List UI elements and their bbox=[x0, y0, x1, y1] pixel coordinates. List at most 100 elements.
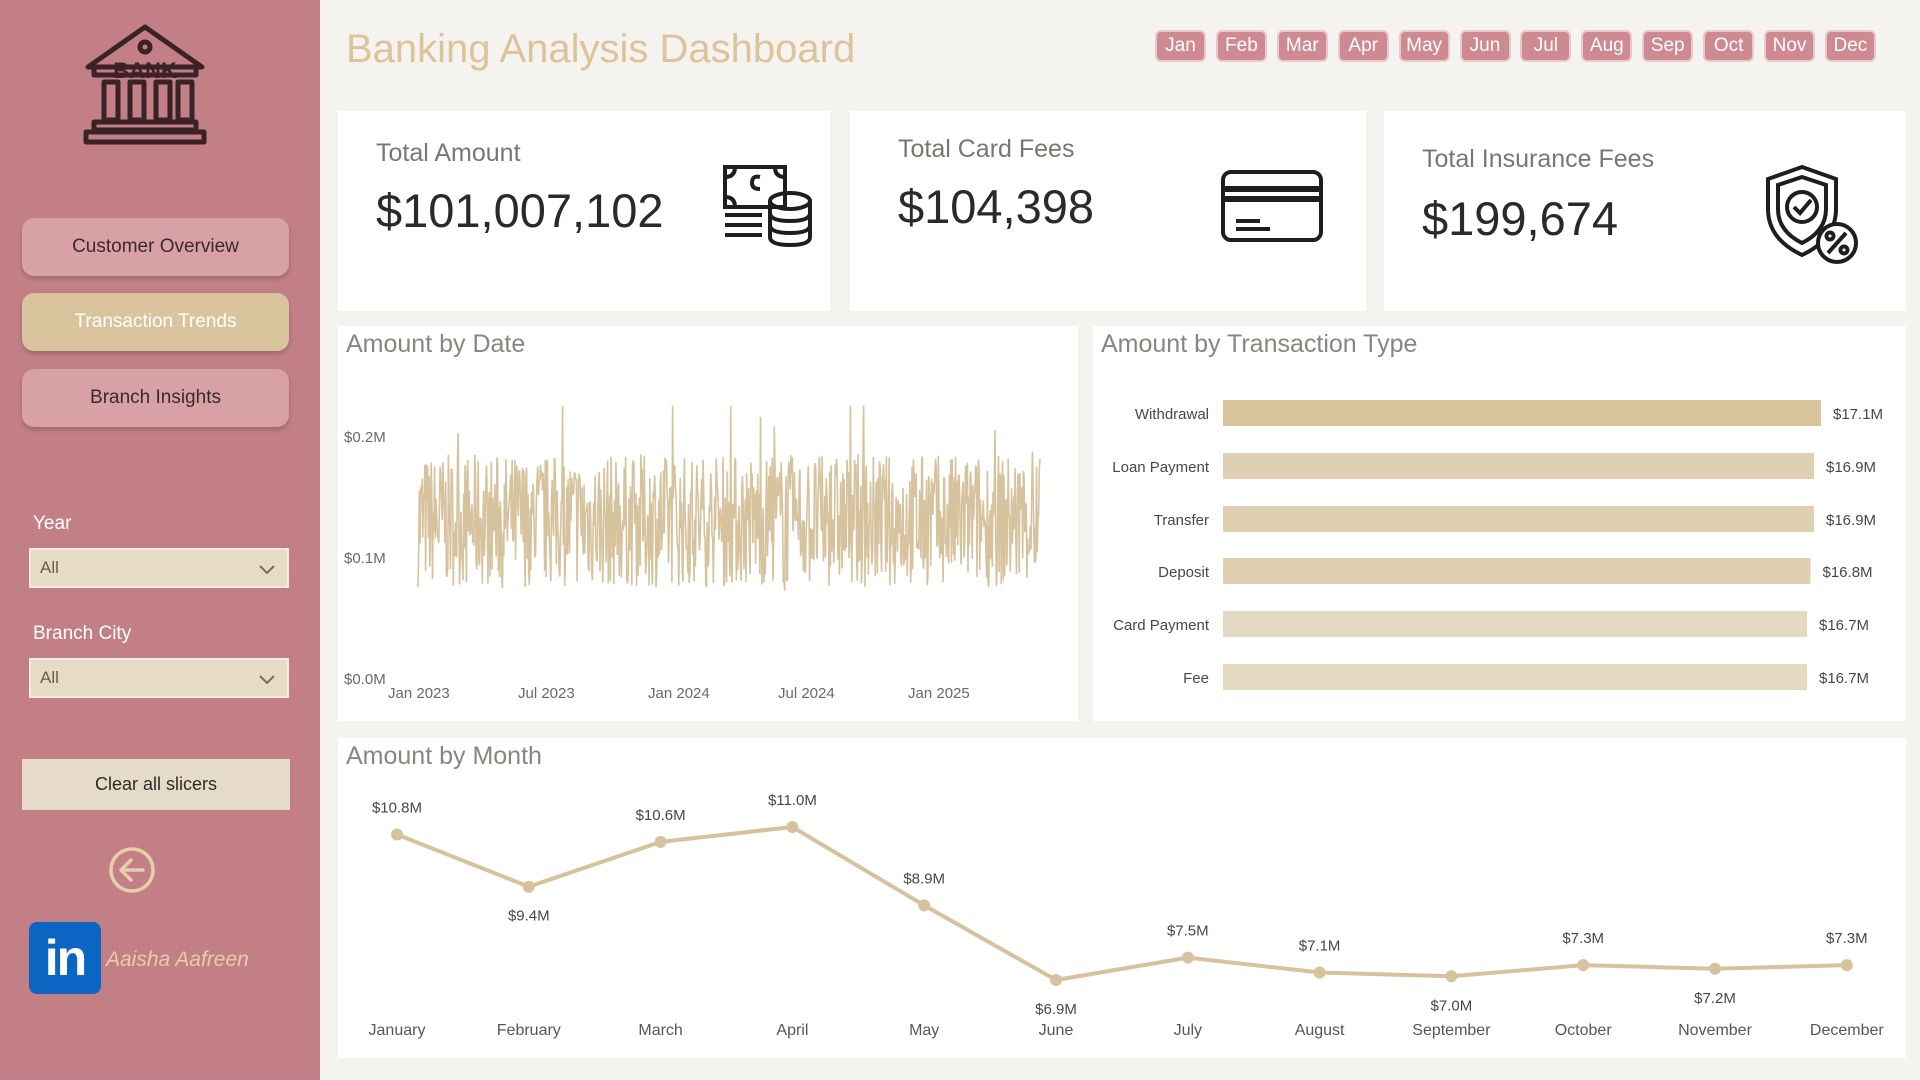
kpi-value: $199,674 bbox=[1422, 192, 1619, 245]
bar-value-label: $16.7M bbox=[1819, 670, 1869, 687]
year-slicer-label: Year bbox=[33, 513, 72, 534]
chart-title: Amount by Transaction Type bbox=[1101, 330, 1418, 358]
bar-withdrawal bbox=[1223, 400, 1821, 426]
year-slicer-value: All bbox=[40, 558, 59, 577]
amount-by-type-panel: Amount by Transaction Type Withdrawal $17… bbox=[1093, 326, 1906, 721]
bar-category-label: Transfer bbox=[1154, 512, 1209, 529]
month-button-jun[interactable]: Jun bbox=[1461, 32, 1509, 60]
month-axis-label: December bbox=[1810, 1022, 1884, 1039]
month-point bbox=[1445, 970, 1458, 983]
chart-title: Amount by Month bbox=[346, 742, 542, 770]
month-value-label: $9.4M bbox=[508, 908, 550, 925]
svg-text:BANK: BANK bbox=[113, 58, 177, 83]
amount-by-month-line bbox=[396, 825, 1847, 982]
branch-city-slicer[interactable]: All bbox=[29, 658, 289, 698]
month-button-aug[interactable]: Aug bbox=[1583, 32, 1631, 60]
month-value-label: $7.1M bbox=[1299, 938, 1341, 955]
y-tick-label: $0.1M bbox=[344, 550, 386, 567]
shield-percent-icon bbox=[1766, 164, 1858, 264]
month-axis-label: January bbox=[369, 1022, 426, 1039]
month-axis-label: February bbox=[497, 1022, 561, 1039]
kpi-label: Total Card Fees bbox=[898, 135, 1075, 163]
branch-city-slicer-value: All bbox=[40, 668, 59, 687]
amount-by-date-panel: Amount by Date $0.0M $0.1M $0.2M Jan 2023 Ju… bbox=[338, 326, 1078, 721]
chart-title: Amount by Date bbox=[346, 330, 526, 358]
month-button-apr[interactable]: Apr bbox=[1339, 32, 1387, 60]
month-axis-label: September bbox=[1412, 1022, 1491, 1039]
kpi-label: Total Insurance Fees bbox=[1422, 145, 1655, 173]
bar-value-label: $16.9M bbox=[1826, 512, 1876, 529]
bar-category-label: Deposit bbox=[1158, 564, 1210, 581]
amount-by-type-chart: Withdrawal $17.1M Loan Payment $16.9M Transf… bbox=[1112, 400, 1883, 690]
month-button-sep[interactable]: Sep bbox=[1644, 32, 1692, 60]
bar-loan-payment bbox=[1223, 453, 1815, 479]
bar-value-label: $16.8M bbox=[1823, 564, 1873, 581]
month-axis-label: November bbox=[1678, 1022, 1752, 1039]
month-value-label: $7.3M bbox=[1826, 930, 1868, 947]
amount-by-month-panel: Amount by Month $10.8M January $9.4M Februa… bbox=[338, 738, 1906, 1058]
month-button-dec[interactable]: Dec bbox=[1826, 32, 1874, 60]
month-point bbox=[1577, 959, 1590, 972]
year-slicer[interactable]: All bbox=[29, 548, 289, 588]
month-axis-label: October bbox=[1555, 1022, 1613, 1039]
month-point bbox=[1050, 974, 1062, 986]
month-button-jul[interactable]: Jul bbox=[1522, 32, 1570, 60]
month-point bbox=[1709, 962, 1721, 975]
nav-transaction-trends[interactable]: Transaction Trends bbox=[22, 293, 289, 351]
y-tick-label: $0.2M bbox=[344, 429, 386, 446]
bar-transfer bbox=[1223, 506, 1815, 532]
nav-branch-insights[interactable]: Branch Insights bbox=[22, 369, 289, 427]
bar-value-label: $16.9M bbox=[1826, 459, 1876, 476]
nav-customer-overview[interactable]: Customer Overview bbox=[22, 218, 289, 276]
month-point bbox=[918, 899, 931, 912]
x-tick-label: Jan 2024 bbox=[648, 685, 710, 702]
month-button-oct[interactable]: Oct bbox=[1705, 32, 1753, 60]
month-point bbox=[1313, 966, 1326, 979]
kpi-value: $104,398 bbox=[898, 180, 1095, 233]
month-button-feb[interactable]: Feb bbox=[1217, 32, 1265, 60]
back-arrow-icon[interactable] bbox=[108, 846, 156, 894]
x-tick-label: Jul 2023 bbox=[518, 685, 575, 702]
branch-city-slicer-label: Branch City bbox=[33, 623, 132, 644]
y-tick-label: $0.0M bbox=[344, 671, 386, 688]
month-point bbox=[654, 835, 667, 848]
month-axis-label: August bbox=[1295, 1022, 1345, 1039]
bar-card-payment bbox=[1223, 611, 1808, 637]
month-value-label: $8.9M bbox=[903, 870, 945, 887]
bar-value-label: $16.7M bbox=[1819, 617, 1869, 634]
month-point bbox=[1181, 951, 1194, 964]
month-button-may[interactable]: May bbox=[1400, 32, 1448, 60]
author-name: Aaisha Aafreen bbox=[106, 948, 249, 971]
bar-category-label: Fee bbox=[1183, 670, 1209, 687]
cash-coins-icon bbox=[723, 165, 812, 248]
chevron-down-icon bbox=[259, 675, 275, 685]
month-point bbox=[1840, 959, 1853, 972]
bar-category-label: Loan Payment bbox=[1112, 459, 1210, 476]
month-button-nov[interactable]: Nov bbox=[1766, 32, 1813, 60]
kpi-card-total-amount: Total Amount $101,007,102 bbox=[338, 111, 830, 311]
kpi-value: $101,007,102 bbox=[376, 184, 664, 237]
month-axis-label: July bbox=[1174, 1022, 1202, 1039]
clear-slicers-button[interactable]: Clear all slicers bbox=[22, 759, 290, 810]
month-axis-label: June bbox=[1039, 1022, 1074, 1039]
month-value-label: $10.8M bbox=[372, 799, 422, 816]
bar-fee bbox=[1223, 664, 1808, 690]
month-value-label: $7.2M bbox=[1694, 990, 1736, 1007]
amount-by-date-line bbox=[417, 405, 1041, 591]
amount-by-date-chart: $0.0M $0.1M $0.2M Jan 2023 Jul 2023 Jan 2024 J… bbox=[344, 405, 1041, 702]
month-axis-label: March bbox=[638, 1022, 682, 1039]
month-axis-label: May bbox=[909, 1022, 939, 1039]
x-tick-label: Jul 2024 bbox=[778, 685, 835, 702]
bank-icon: BANK bbox=[83, 24, 207, 145]
month-value-label: $7.0M bbox=[1431, 997, 1473, 1014]
month-axis-label: April bbox=[776, 1022, 808, 1039]
month-value-label: $7.3M bbox=[1562, 930, 1604, 947]
month-button-jan[interactable]: Jan bbox=[1157, 32, 1204, 60]
month-point bbox=[522, 880, 535, 893]
kpi-card-total-card-fees: Total Card Fees $104,398 bbox=[850, 111, 1366, 311]
month-button-mar[interactable]: Mar bbox=[1278, 32, 1326, 60]
bar-category-label: Withdrawal bbox=[1135, 406, 1209, 423]
bar-value-label: $17.1M bbox=[1833, 406, 1883, 423]
linkedin-icon[interactable]: in bbox=[29, 922, 101, 994]
x-tick-label: Jan 2025 bbox=[908, 685, 970, 702]
